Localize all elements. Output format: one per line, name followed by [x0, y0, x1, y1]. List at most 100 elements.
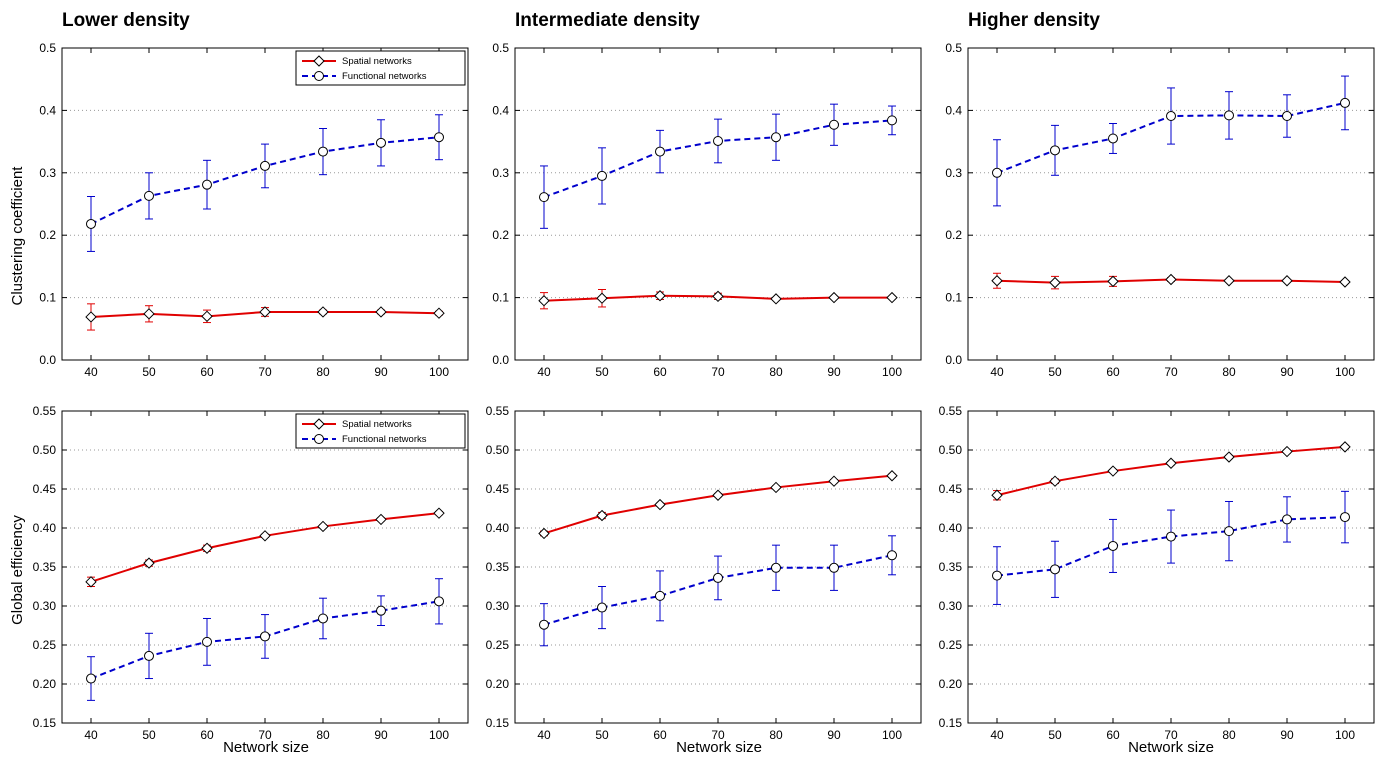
functional-point [202, 636, 212, 647]
x-tick-label: 70 [711, 728, 725, 742]
y-tick-label: 0.20 [939, 677, 963, 691]
legend-functional-label: Functional networks [342, 434, 427, 445]
spatial-point [375, 513, 387, 526]
spatial-point [201, 542, 213, 554]
chart-panel: 0.15 0.20 0.25 0.30 0.35 0.40 0.45 0.50 0.55 40 50… [939, 404, 1375, 742]
x-tick-label: 90 [1280, 365, 1294, 379]
y-tick-label: 0.3 [492, 166, 509, 180]
x-tick-label: 50 [595, 728, 609, 742]
functional-point [1224, 110, 1234, 121]
x-tick-label: 70 [1164, 365, 1178, 379]
functional-point [539, 619, 549, 630]
x-tick-label: 70 [258, 728, 272, 742]
y-tick-label: 0.0 [492, 353, 509, 367]
y-tick-label: 0.50 [486, 443, 510, 457]
chart-panels: 0.0 0.1 0.2 0.3 0.4 0.5 40 50 60 70 80 90 100 Spatial… [33, 41, 1375, 742]
y-tick-label: 0.30 [33, 599, 57, 613]
spatial-point [317, 520, 329, 533]
spatial-point [1165, 457, 1177, 469]
spatial-point [1339, 276, 1351, 288]
y-tick-label: 0.40 [939, 521, 963, 535]
x-tick-label: 100 [882, 728, 902, 742]
chart-panel: 0.15 0.20 0.25 0.30 0.35 0.40 0.45 0.50 0.55 40 50… [486, 404, 922, 742]
x-tick-label: 60 [1106, 728, 1120, 742]
spatial-point [1107, 465, 1119, 477]
axes-frame [61, 410, 469, 724]
y-tick-label: 0.20 [33, 677, 57, 691]
spatial-point [538, 527, 550, 540]
y-axis-label-clustering-coefficient: Clustering coefficient [9, 166, 26, 306]
y-tick-label: 0.55 [33, 404, 57, 418]
spatial-point [1223, 451, 1235, 463]
y-tick-label: 0.15 [939, 716, 963, 730]
functional-point [260, 160, 270, 171]
x-tick-label: 50 [142, 365, 156, 379]
functional-point [597, 170, 607, 181]
axes-frame [967, 410, 1375, 724]
spatial-series-line [543, 474, 893, 535]
y-tick-label: 0.25 [33, 638, 57, 652]
functional-point [1108, 540, 1118, 551]
spatial-point [1049, 276, 1061, 289]
functional-point [713, 572, 723, 583]
y-tick-label: 0.3 [39, 166, 56, 180]
functional-point [771, 132, 781, 143]
axes-frame [61, 47, 469, 361]
column-title-lower-density: Lower density [62, 10, 190, 31]
spatial-point [1339, 441, 1351, 453]
y-tick-label: 0.1 [945, 291, 962, 305]
y-tick-label: 0.35 [486, 560, 510, 574]
functional-point [1166, 111, 1176, 122]
functional-point [260, 631, 270, 642]
y-tick-label: 0.30 [486, 599, 510, 613]
y-tick-label: 0.25 [939, 638, 963, 652]
x-tick-label: 60 [200, 728, 214, 742]
x-tick-label: 50 [1048, 365, 1062, 379]
functional-point [1108, 133, 1118, 144]
x-tick-label: 80 [769, 365, 783, 379]
chart-panel: 0.0 0.1 0.2 0.3 0.4 0.5 40 50 60 70 80 90 100 [492, 41, 922, 379]
functional-point [887, 115, 897, 126]
functional-point [202, 179, 212, 190]
y-tick-label: 0.2 [492, 228, 509, 242]
y-tick-label: 0.4 [945, 103, 962, 117]
y-tick-label: 0.1 [39, 291, 56, 305]
y-tick-label: 0.4 [492, 103, 509, 117]
y-tick-label: 0.45 [33, 482, 57, 496]
x-tick-label: 40 [990, 365, 1004, 379]
spatial-point [85, 311, 97, 323]
x-tick-label: 40 [537, 728, 551, 742]
legend-box [295, 50, 466, 86]
x-tick-label: 80 [1222, 728, 1236, 742]
x-tick-label: 50 [595, 365, 609, 379]
x-tick-label: 80 [769, 728, 783, 742]
x-tick-label: 100 [882, 365, 902, 379]
y-axis-label-global-efficiency: Global efficiency [9, 515, 26, 625]
legend-spatial-marker [313, 418, 325, 430]
spatial-point [1107, 275, 1119, 288]
functional-point [539, 192, 549, 203]
x-tick-label: 100 [1335, 365, 1355, 379]
y-tick-label: 0.40 [486, 521, 510, 535]
functional-point [1282, 111, 1292, 122]
spatial-point [596, 509, 608, 522]
functional-point [86, 218, 96, 229]
functional-point [1340, 512, 1350, 523]
x-tick-label: 60 [200, 365, 214, 379]
spatial-point [886, 470, 898, 482]
x-tick-label: 90 [827, 728, 841, 742]
x-tick-label: 50 [142, 728, 156, 742]
spatial-point [770, 293, 782, 305]
spatial-point [991, 489, 1003, 501]
axes-frame [967, 47, 1375, 361]
y-tick-label: 0.35 [33, 560, 57, 574]
x-tick-label: 40 [84, 365, 98, 379]
functional-point [376, 605, 386, 616]
functional-point [1166, 531, 1176, 542]
spatial-point [596, 292, 608, 304]
x-tick-label: 40 [537, 365, 551, 379]
spatial-point [433, 507, 445, 519]
functional-point [434, 132, 444, 143]
y-tick-label: 0.30 [939, 599, 963, 613]
